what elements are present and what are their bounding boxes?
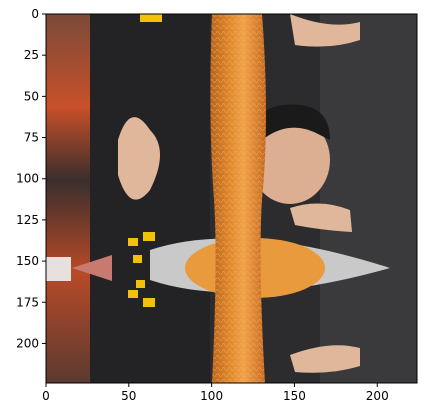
image-content xyxy=(46,14,417,383)
y-tick-label: 75 xyxy=(24,131,39,145)
hand-shape-upper-right xyxy=(290,14,360,47)
noodle-strands xyxy=(210,14,266,383)
left-white-block xyxy=(46,257,71,281)
x-tick-label: 100 xyxy=(200,389,223,403)
yellow-accents xyxy=(128,14,162,307)
x-tick-label: 50 xyxy=(121,389,136,403)
y-tick-label: 200 xyxy=(16,336,39,350)
left-strip xyxy=(46,14,91,383)
y-tick-label: 150 xyxy=(16,254,39,268)
y-tick-label: 50 xyxy=(24,89,39,103)
hair-shape xyxy=(250,104,330,140)
left-triangle-shape xyxy=(72,255,112,281)
y-tick-label: 0 xyxy=(31,7,39,21)
y-tick-label: 100 xyxy=(16,172,39,186)
y-tick-label: 25 xyxy=(24,48,39,62)
hand-shape-right xyxy=(290,203,352,232)
x-tick-label: 0 xyxy=(42,389,50,403)
y-tick-label: 175 xyxy=(16,295,39,309)
face-shape xyxy=(250,116,330,204)
x-tick-label: 150 xyxy=(283,389,306,403)
x-tick-label: 200 xyxy=(366,389,389,403)
axes-frame xyxy=(45,13,418,384)
x-axis: 0 50 100 150 200 xyxy=(42,383,389,403)
hand-shape-lower-right xyxy=(290,345,360,373)
hand-shape-top xyxy=(118,117,160,200)
y-tick-label: 125 xyxy=(16,213,39,227)
y-axis: 0 25 50 75 100 125 150 175 200 xyxy=(16,7,46,350)
